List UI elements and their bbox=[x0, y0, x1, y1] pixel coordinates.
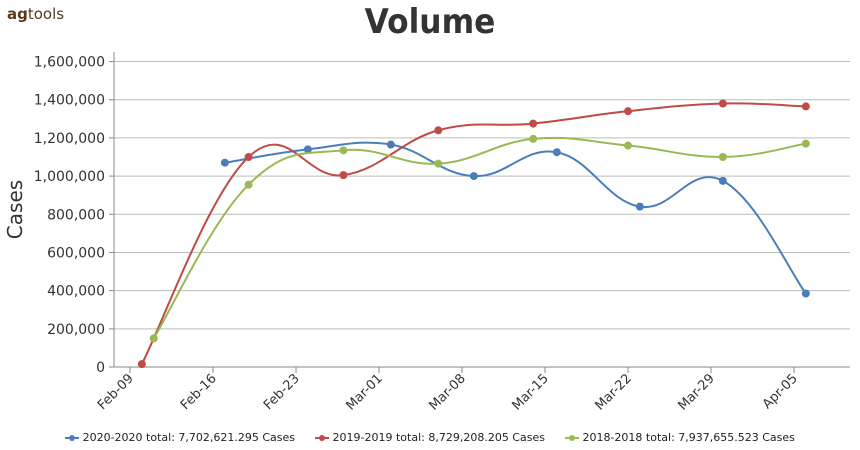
series-point-0 bbox=[552, 148, 561, 157]
series-point-2 bbox=[624, 141, 632, 150]
series-point-0 bbox=[635, 202, 644, 211]
y-tick-label: 1,600,000 bbox=[34, 55, 105, 71]
legend-swatch bbox=[315, 433, 330, 443]
y-tick-label: 1,400,000 bbox=[34, 93, 105, 109]
legend-label: 2020-2020 total: 7,702,621.295 Cases bbox=[79, 431, 296, 444]
legend-swatch bbox=[65, 433, 80, 443]
legend-item[interactable]: 2020-2020 total: 7,702,621.295 Cases bbox=[65, 431, 295, 444]
y-axis-label: Cases bbox=[3, 180, 27, 239]
series-point-1 bbox=[339, 171, 348, 180]
legend-item[interactable]: 2018-2018 total: 7,937,655.523 Cases bbox=[564, 431, 795, 444]
x-tick-label: Mar-29 bbox=[675, 371, 717, 413]
series-line-2 bbox=[152, 136, 807, 339]
legend-item[interactable]: 2019-2019 total: 8,729,208.205 Cases bbox=[315, 431, 545, 444]
x-tick-label: Mar-15 bbox=[509, 371, 551, 413]
x-tick-label: Feb-16 bbox=[178, 371, 220, 413]
x-tick-label: Apr-05 bbox=[760, 371, 801, 412]
chart-title: Volume bbox=[364, 2, 496, 42]
x-tick-label: Mar-01 bbox=[343, 371, 385, 413]
series-point-2 bbox=[801, 139, 810, 148]
y-tick-label: 600,000 bbox=[47, 245, 105, 261]
series-point-2 bbox=[244, 180, 253, 189]
series-line-1 bbox=[140, 102, 806, 365]
series-point-1 bbox=[718, 99, 727, 108]
series-point-0 bbox=[469, 172, 478, 181]
series-point-1 bbox=[801, 102, 810, 111]
y-tick-label: 400,000 bbox=[47, 284, 105, 300]
series-point-0 bbox=[718, 176, 727, 185]
series-point-2 bbox=[434, 159, 443, 168]
series-point-2 bbox=[339, 146, 348, 155]
series-point-0 bbox=[386, 140, 395, 149]
x-tick-label: Mar-08 bbox=[426, 371, 468, 413]
series-point-1 bbox=[137, 360, 146, 369]
y-tick-label: 200,000 bbox=[47, 322, 105, 338]
series-point-2 bbox=[718, 153, 727, 161]
y-tick-label: 800,000 bbox=[47, 207, 105, 223]
legend-swatch bbox=[564, 433, 579, 443]
agtools-logo: agtools bbox=[7, 5, 64, 23]
logo-tools: tools bbox=[27, 5, 65, 23]
series-point-2 bbox=[529, 134, 538, 143]
series-point-0 bbox=[801, 289, 810, 298]
x-tick-label: Feb-09 bbox=[95, 371, 137, 413]
logo-ag: ag bbox=[7, 5, 28, 23]
series-point-0 bbox=[220, 158, 229, 167]
legend-label: 2019-2019 total: 8,729,208.205 Cases bbox=[329, 431, 545, 444]
series-point-0 bbox=[303, 145, 312, 154]
y-tick-label: 1,000,000 bbox=[34, 169, 105, 185]
series-point-1 bbox=[624, 107, 632, 116]
series-point-1 bbox=[434, 126, 443, 135]
chart-legend: 2020-2020 total: 7,702,621.295 Cases 201… bbox=[0, 431, 860, 444]
y-tick-label: 1,200,000 bbox=[34, 131, 105, 147]
series-point-2 bbox=[149, 334, 158, 343]
y-tick-label: 0 bbox=[96, 360, 105, 376]
x-tick-label: Mar-22 bbox=[592, 371, 634, 413]
series-point-1 bbox=[529, 119, 538, 128]
x-tick-label: Feb-23 bbox=[261, 371, 303, 413]
series-point-1 bbox=[244, 153, 253, 161]
legend-label: 2018-2018 total: 7,937,655.523 Cases bbox=[578, 431, 795, 444]
volume-line-chart: 0 200,000 400,000 600,000 800,000 1,000,000 1,… bbox=[3, 52, 850, 414]
